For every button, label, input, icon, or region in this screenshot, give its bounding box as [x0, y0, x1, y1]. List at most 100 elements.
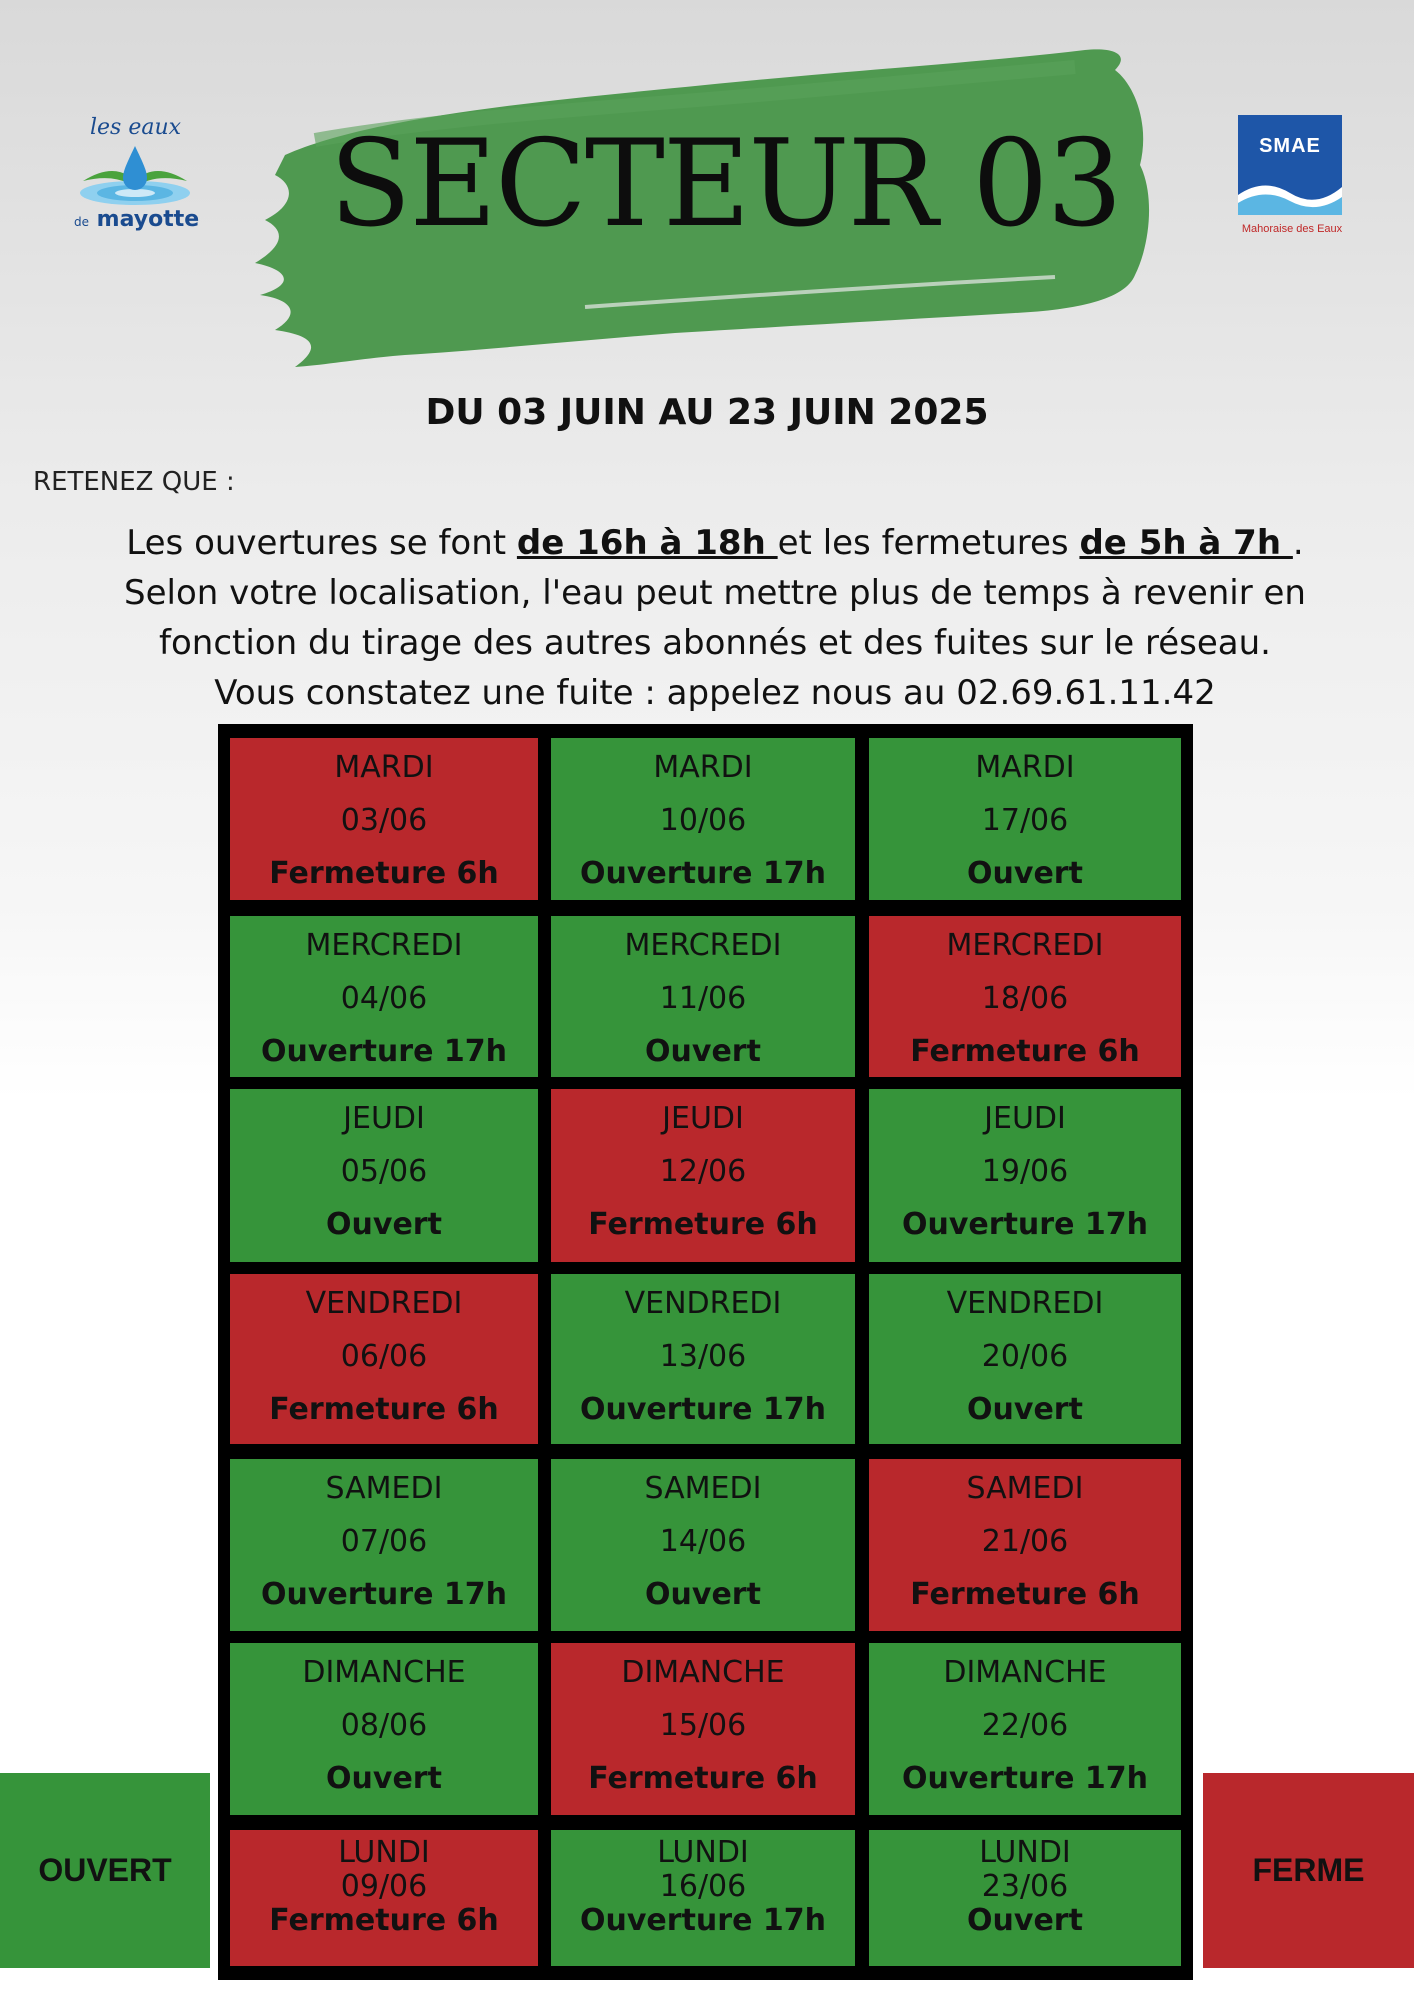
cell-status: Ouvert	[326, 1761, 442, 1796]
cell-status: Ouverture 17h	[261, 1577, 507, 1612]
page-title: SECTEUR 03	[329, 115, 1123, 254]
cell-status: Ouverture 17h	[902, 1207, 1148, 1242]
cell-status: Fermeture 6h	[269, 856, 499, 891]
wave-icon	[1238, 185, 1342, 215]
cell-date: 14/06	[659, 1524, 747, 1559]
cell-day: DIMANCHE	[621, 1655, 785, 1690]
cell-date: 06/06	[340, 1339, 428, 1374]
period-heading: DU 03 JUIN AU 23 JUIN 2025	[425, 392, 989, 433]
schedule-cell-23-06: LUNDI 23/06 Ouvert	[869, 1830, 1181, 1966]
logo-left-line2: de mayotte	[74, 207, 200, 232]
schedule-cell-07-06: SAMEDI 07/06 Ouverture 17h	[230, 1459, 538, 1631]
schedule-cell-04-06: MERCREDI 04/06 Ouverture 17h	[230, 916, 538, 1077]
cell-day: MERCREDI	[624, 928, 782, 963]
smae-logo-name: SMAE	[1259, 135, 1321, 157]
cell-day: VENDREDI	[305, 1286, 463, 1321]
schedule-cell-08-06: DIMANCHE 08/06 Ouvert	[230, 1643, 538, 1815]
cell-date: 18/06	[981, 981, 1069, 1016]
cell-date: 03/06	[340, 803, 428, 838]
cell-day: VENDREDI	[624, 1286, 782, 1321]
schedule-cell-05-06: JEUDI 05/06 Ouvert	[230, 1089, 538, 1262]
schedule-cell-20-06: VENDREDI 20/06 Ouvert	[869, 1274, 1181, 1444]
notice-paragraph: Les ouvertures se font de 16h à 18h et l…	[124, 523, 1306, 713]
schedule-cell-17-06: MARDI 17/06 Ouvert	[869, 738, 1181, 900]
cell-status: Ouvert	[967, 856, 1083, 891]
cell-status: Ouverture 17h	[580, 1903, 826, 1938]
cell-status: Fermeture 6h	[910, 1577, 1140, 1612]
schedule-cell-15-06: DIMANCHE 15/06 Fermeture 6h	[551, 1643, 855, 1815]
cell-date: 05/06	[340, 1154, 428, 1189]
cell-status: Ouvert	[645, 1034, 761, 1069]
notice-heading: RETENEZ QUE :	[33, 467, 235, 497]
cell-date: 11/06	[659, 981, 747, 1016]
cell-day: JEUDI	[343, 1101, 425, 1136]
schedule-cell-14-06: SAMEDI 14/06 Ouvert	[551, 1459, 855, 1631]
schedule-cell-10-06: MARDI 10/06 Ouverture 17h	[551, 738, 855, 900]
legend-open: OUVERT	[0, 1773, 210, 1968]
leak-phone-line: Vous constatez une fuite : appelez nous …	[214, 673, 1216, 713]
cell-day: DIMANCHE	[302, 1655, 466, 1690]
schedule-cell-22-06: DIMANCHE 22/06 Ouverture 17h	[869, 1643, 1181, 1815]
cell-day: SAMEDI	[966, 1471, 1084, 1506]
cell-status: Ouverture 17h	[261, 1034, 507, 1069]
cell-status: Ouvert	[967, 1903, 1083, 1938]
schedule-cell-12-06: JEUDI 12/06 Fermeture 6h	[551, 1089, 855, 1262]
cell-date: 17/06	[981, 803, 1069, 838]
cell-day: LUNDI	[979, 1835, 1071, 1870]
cell-status: Ouvert	[645, 1577, 761, 1612]
schedule-cell-18-06: MERCREDI 18/06 Fermeture 6h	[869, 916, 1181, 1077]
cell-status: Fermeture 6h	[269, 1903, 499, 1938]
water-drop-icon	[80, 146, 190, 205]
smae-logo-subtitle: Mahoraise des Eaux	[1241, 223, 1343, 235]
cell-date: 13/06	[659, 1339, 747, 1374]
cell-status: Ouverture 17h	[902, 1761, 1148, 1796]
cell-date: 20/06	[981, 1339, 1069, 1374]
schedule-cell-06-06: VENDREDI 06/06 Fermeture 6h	[230, 1274, 538, 1444]
schedule-cell-09-06: LUNDI 09/06 Fermeture 6h	[230, 1830, 538, 1966]
cell-date: 16/06	[659, 1869, 747, 1904]
cell-status: Fermeture 6h	[588, 1207, 818, 1242]
cell-status: Ouvert	[967, 1392, 1083, 1427]
legend-closed: FERME	[1203, 1773, 1414, 1968]
cell-date: 19/06	[981, 1154, 1069, 1189]
cell-day: SAMEDI	[325, 1471, 443, 1506]
cell-day: DIMANCHE	[943, 1655, 1107, 1690]
cell-status: Fermeture 6h	[269, 1392, 499, 1427]
schedule-cell-21-06: SAMEDI 21/06 Fermeture 6h	[869, 1459, 1181, 1631]
cell-date: 12/06	[659, 1154, 747, 1189]
closing-hours: de 5h à 7h	[1079, 523, 1293, 563]
green-brush-stroke	[255, 49, 1150, 367]
cell-day: SAMEDI	[644, 1471, 762, 1506]
schedule-cell-16-06: LUNDI 16/06 Ouverture 17h	[551, 1830, 855, 1966]
cell-status: Ouverture 17h	[580, 1392, 826, 1427]
cell-day: JEUDI	[984, 1101, 1066, 1136]
cell-date: 22/06	[981, 1708, 1069, 1743]
cell-day: JEUDI	[662, 1101, 744, 1136]
cell-status: Ouverture 17h	[580, 856, 826, 891]
schedule-cell-19-06: JEUDI 19/06 Ouverture 17h	[869, 1089, 1181, 1262]
schedule-cell-03-06: MARDI 03/06 Fermeture 6h	[230, 738, 538, 900]
cell-date: 23/06	[981, 1869, 1069, 1904]
cell-date: 15/06	[659, 1708, 747, 1743]
cell-status: Ouvert	[326, 1207, 442, 1242]
cell-date: 21/06	[981, 1524, 1069, 1559]
cell-day: LUNDI	[657, 1835, 749, 1870]
cell-day: MARDI	[653, 750, 753, 785]
cell-day: MARDI	[334, 750, 434, 785]
smae-logo: SMAE Mahoraise des Eaux	[1236, 115, 1346, 245]
cell-status: Fermeture 6h	[910, 1034, 1140, 1069]
cell-date: 07/06	[340, 1524, 428, 1559]
logo-left-line1: les eaux	[90, 115, 182, 140]
les-eaux-de-mayotte-logo: les eaux de mayotte	[70, 115, 210, 245]
opening-hours: de 16h à 18h	[516, 523, 778, 563]
schedule-grid: MARDI 03/06 Fermeture 6h MARDI 10/06 Ouvertur…	[218, 724, 1193, 1980]
cell-date: 09/06	[340, 1869, 428, 1904]
cell-date: 10/06	[659, 803, 747, 838]
cell-day: VENDREDI	[946, 1286, 1104, 1321]
cell-status: Fermeture 6h	[588, 1761, 818, 1796]
cell-date: 08/06	[340, 1708, 428, 1743]
cell-day: MERCREDI	[305, 928, 463, 963]
cell-day: MERCREDI	[946, 928, 1104, 963]
smae-logo-box: SMAE	[1238, 115, 1342, 215]
cell-day: LUNDI	[338, 1835, 430, 1870]
